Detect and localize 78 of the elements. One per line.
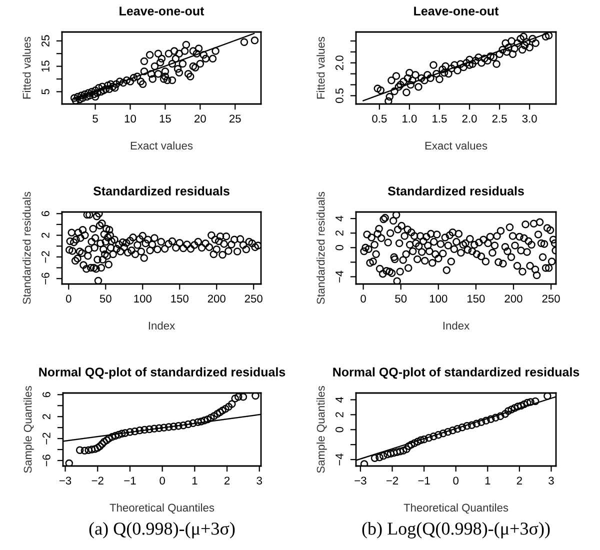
y-tick-label: 25 [42,35,50,47]
y-tick-label: 0 [336,244,344,250]
x-tick-label: 3 [256,476,262,485]
chart-title: Standardized residuals [93,186,230,196]
x-tick-label: 2 [516,476,522,484]
y-tick-label: 2 [336,230,344,236]
x-tick-label: 200 [504,294,522,303]
y-axis-title: Sample Quantiles [24,386,34,473]
x-tick-label: 100 [430,294,448,303]
y-axis-title: Fitted values [316,36,325,99]
x-tick-label: 20 [194,114,206,123]
y-tick-label: 15 [42,60,50,72]
x-tick-label: 1.0 [402,114,417,123]
x-axis-title: Exact values [130,141,193,150]
x-tick-label: 3.0 [522,114,537,123]
chart-title: Normal QQ-plot of standardized residuals [333,367,580,379]
x-axis-title: Exact values [425,141,488,150]
y-tick-label: −4 [336,270,344,283]
x-axis-title: Index [443,321,470,330]
x-tick-label: 3 [548,476,554,485]
x-tick-label: 150 [171,294,188,303]
y-axis-title: Fitted values [22,36,31,99]
x-tick-label: 0 [453,476,458,485]
y-axis-title: Standardized residuals [316,192,325,304]
x-tick-label: 10 [124,114,136,123]
x-tick-label: 1 [485,476,490,484]
chart-title: Standardized residuals [388,186,524,196]
y-tick-label: 6 [42,392,50,398]
x-tick-label: 2.0 [462,114,477,123]
x-tick-label: −3 [59,476,72,485]
y-tick-label: 2 [42,414,50,420]
x-tick-label: 0.5 [372,114,387,123]
x-tick-label: 0 [360,294,366,303]
y-axis-title: Standardized residuals [22,192,31,304]
x-tick-label: 5 [92,114,98,123]
x-tick-label: 0 [160,476,165,485]
chart-title: Normal QQ-plot of standardized residuals [39,367,286,379]
x-tick-label: 150 [468,294,485,303]
y-tick-label: 2.0 [336,56,344,70]
x-axis-title: Theoretical Quantiles [404,503,508,514]
y-tick-label: 0 [336,426,344,432]
y-tick-label: −6 [42,454,50,466]
y-tick-label: 2 [336,412,344,418]
x-tick-label: 2 [224,476,230,484]
y-tick-label: 4 [336,396,344,403]
x-tick-label: 200 [208,294,226,303]
x-tick-label: 100 [134,294,152,303]
x-tick-label: −2 [92,476,104,484]
y-tick-label: 2 [42,232,50,238]
y-tick-label: 4 [336,216,344,222]
x-tick-label: 2.5 [492,114,507,123]
x-axis-title: Index [148,321,175,330]
y-tick-label: 6 [42,211,50,216]
x-tick-label: 50 [100,294,112,303]
y-tick-label: −6 [42,272,50,284]
x-tick-label: −2 [386,476,398,484]
y-axis-title: Sample Quantiles [316,386,327,473]
y-tick-label: 0.5 [336,88,344,103]
x-tick-label: 1.5 [432,114,447,123]
y-tick-label: −2 [42,432,50,444]
x-tick-label: −3 [354,476,366,485]
chart-title: Leave-one-out [120,6,204,16]
x-tick-label: −1 [418,476,430,484]
x-tick-label: 25 [230,114,241,123]
y-tick-label: −2 [42,251,50,263]
x-tick-label: −1 [124,476,136,484]
x-tick-label: 0 [66,294,72,303]
y-tick-label: −4 [336,454,344,466]
text: (a) Q(0.998)-(μ+3σ) [89,522,235,538]
chart-title: Leave-one-out [414,6,499,16]
x-axis-title: Theoretical Quantiles [110,503,214,514]
x-tick-label: 15 [160,114,171,123]
x-tick-label: 50 [395,294,407,303]
x-tick-label: 250 [542,294,560,303]
y-tick-label: 5 [42,89,50,94]
x-tick-label: 250 [244,294,262,303]
x-tick-label: 1 [192,476,198,484]
text: (b) Log(Q(0.998)-(μ+3σ)) [362,522,550,538]
